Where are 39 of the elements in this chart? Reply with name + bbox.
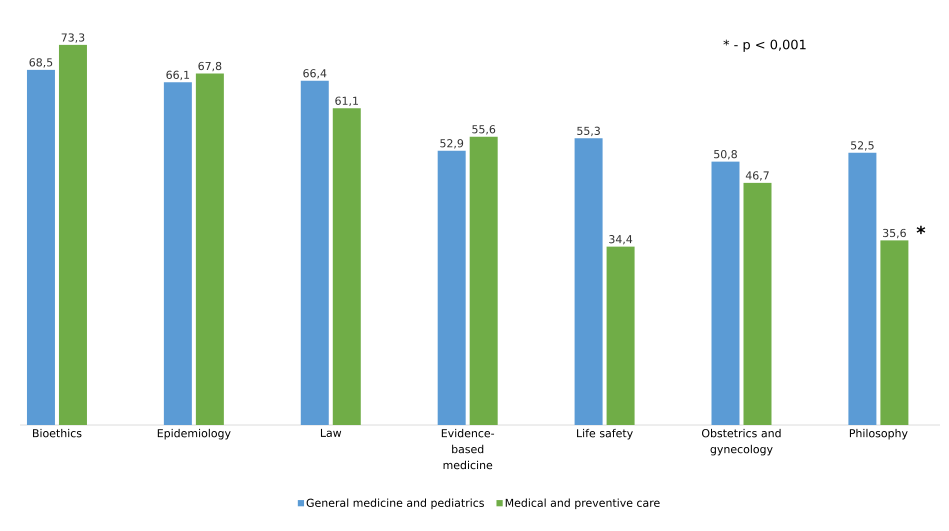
x-tick-label: Philosophy xyxy=(850,428,908,440)
data-label: 67,8 xyxy=(198,62,222,72)
data-label: 52,9 xyxy=(440,139,464,149)
bar xyxy=(300,80,329,425)
annotation: * xyxy=(916,226,926,234)
annotation: * - p < 0,001 xyxy=(723,40,806,52)
bar xyxy=(711,162,740,425)
bar xyxy=(438,150,466,425)
x-tick-label: Law xyxy=(320,428,342,437)
data-label: 66,4 xyxy=(303,69,326,79)
bar xyxy=(26,70,55,425)
x-tick-label: Evidence-based medicine xyxy=(442,428,494,470)
bar xyxy=(848,152,876,425)
data-label: 68,5 xyxy=(30,58,52,68)
bar xyxy=(574,138,603,425)
legend-label: Medical and preventive care xyxy=(506,498,660,510)
bar xyxy=(470,136,498,425)
bar xyxy=(164,82,192,425)
bar xyxy=(196,73,224,425)
data-label: 50,8 xyxy=(714,150,737,160)
bar xyxy=(332,108,361,425)
x-tick-label: Bioethics xyxy=(33,428,82,438)
x-tick-label: Life safety xyxy=(577,428,633,440)
data-label: 55,6 xyxy=(472,125,496,135)
x-tick-label: Obstetrics and gynecology xyxy=(702,428,781,456)
data-label: 52,5 xyxy=(851,141,874,151)
data-label: 34,4 xyxy=(609,235,632,244)
bar xyxy=(880,240,908,425)
bar xyxy=(58,44,87,425)
data-label: 61,1 xyxy=(335,96,358,106)
x-tick-label: Epidemiology xyxy=(158,428,231,440)
data-label: 66,1 xyxy=(166,70,190,80)
legend-label: General medicine and pediatrics xyxy=(306,498,484,510)
data-label: 35,6 xyxy=(883,228,906,238)
bar xyxy=(606,246,635,425)
data-label: 46,7 xyxy=(746,171,769,181)
data-label: 73,3 xyxy=(62,33,84,43)
bar xyxy=(743,182,772,425)
data-label: 55,3 xyxy=(577,126,600,136)
